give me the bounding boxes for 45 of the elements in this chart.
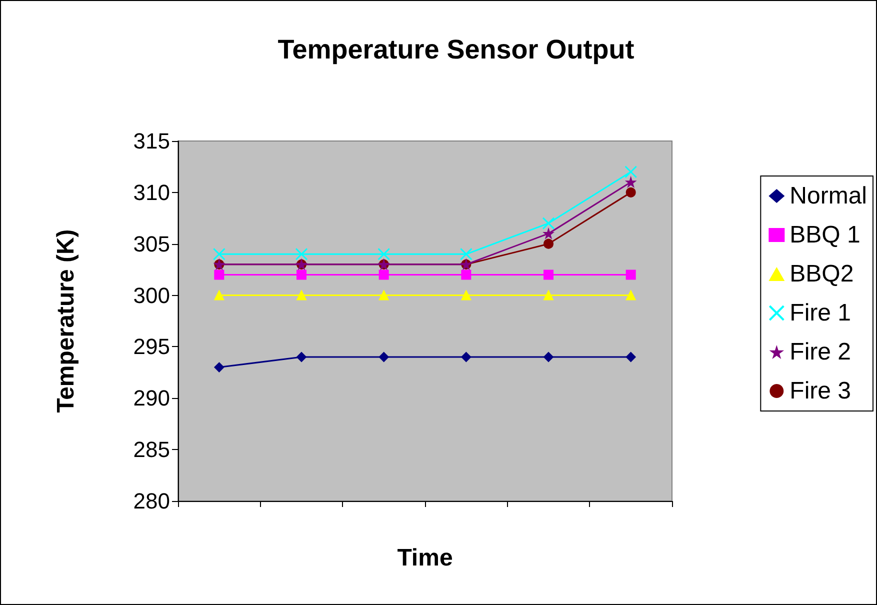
point [544,290,554,300]
point [378,352,389,362]
point [544,270,554,280]
point [214,290,224,300]
point [378,290,389,300]
point [626,270,636,280]
point [212,248,226,260]
chart-title: Temperature Sensor Output [278,34,634,64]
legend-label: BBQ 1 [790,222,860,248]
point [461,290,472,300]
point [295,248,308,260]
point [544,228,554,239]
y-tick-label: 285 [133,437,170,462]
x-axis-title: Time [397,544,453,572]
point [214,362,224,372]
y-tick-label: 300 [133,282,170,308]
legend-label: Fire 1 [790,300,852,326]
point [542,217,555,230]
point [626,187,636,198]
legend-label: Normal [790,182,867,210]
point [296,290,306,300]
y-tick-label: 290 [133,386,170,411]
point [461,352,472,362]
y-axis-title: Temperature (K) [52,229,80,413]
y-tick-label: 315 [133,128,170,154]
y-tick-label: 305 [133,231,170,256]
point [626,177,636,188]
legend-label: Fire 2 [790,338,852,366]
y-tick-label: 280 [133,488,170,514]
point [296,352,306,362]
point [296,270,306,280]
y-tick-label: 295 [133,334,170,360]
point [461,270,472,280]
point [544,238,554,249]
point [460,248,472,260]
point [214,270,224,280]
point [626,352,636,362]
point [624,166,638,178]
point [378,270,389,280]
point [626,290,636,300]
y-tick-label: 310 [133,180,170,205]
legend-label: BBQ2 [790,260,854,288]
point [378,248,390,260]
legend-label: Fire 3 [790,378,852,404]
point [544,352,554,362]
